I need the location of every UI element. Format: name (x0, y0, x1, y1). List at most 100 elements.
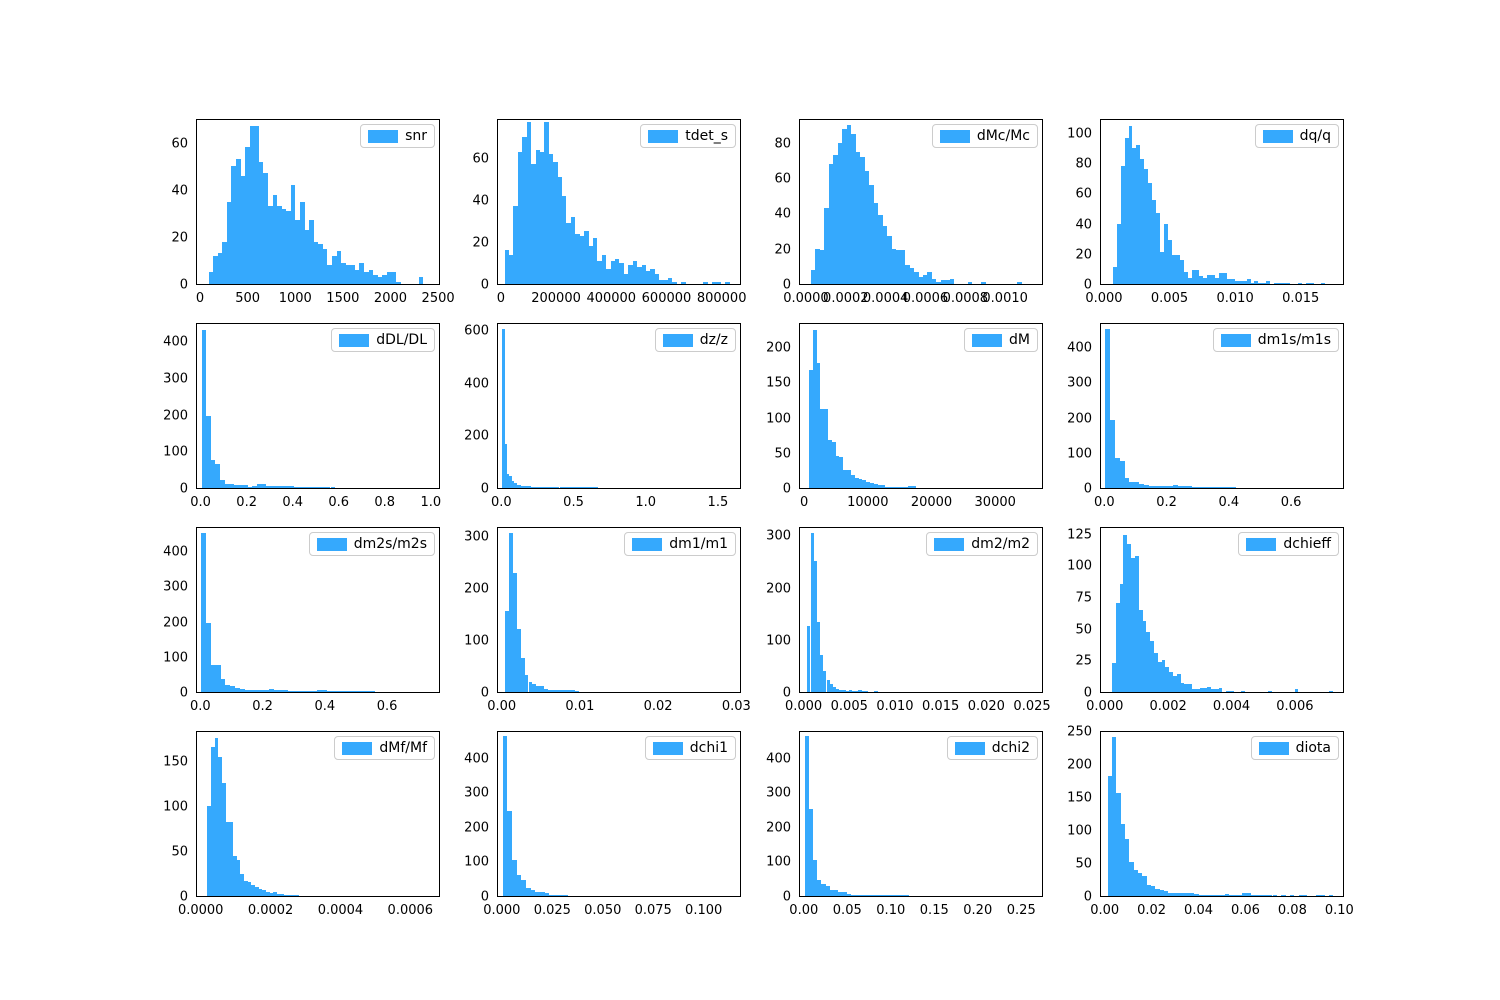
y-axis-tick (497, 760, 498, 761)
histogram-bar (321, 690, 327, 692)
y-axis-tick-label: 75 (1075, 590, 1092, 606)
plot-area (799, 119, 1043, 285)
histogram-bar (566, 223, 571, 284)
histogram-bar (1150, 886, 1156, 896)
y-axis-tick (196, 417, 197, 418)
histogram-bar (1201, 487, 1207, 488)
histogram-bar (815, 248, 820, 284)
histogram-bar (927, 271, 932, 284)
histogram-bar (1150, 641, 1154, 692)
histogram-bar (833, 155, 838, 284)
y-axis-tick-label: 300 (464, 785, 489, 801)
y-axis-tick-label: 100 (1067, 823, 1092, 839)
histogram-bar (632, 260, 638, 284)
histogram-bar (571, 690, 576, 692)
legend: dq/q (1254, 124, 1339, 148)
histogram-bars (498, 528, 740, 692)
y-axis-tick-label: 0 (480, 481, 489, 497)
histogram-bar (514, 483, 517, 488)
histogram-bar (355, 691, 361, 692)
histogram-bar (1124, 478, 1130, 488)
histogram-bar (535, 487, 539, 488)
histogram-bars (800, 528, 1042, 692)
legend-label: tdet_s (685, 128, 728, 144)
histogram-bar (1132, 148, 1137, 284)
histogram-bar (509, 254, 514, 284)
histogram-bar (854, 894, 860, 896)
histogram-bar (1169, 671, 1173, 692)
histogram-bar (1179, 259, 1184, 284)
x-axis-tick-label: 0.015 (922, 699, 960, 714)
histogram-bar (816, 621, 821, 692)
histogram-bar (668, 277, 673, 284)
histogram-bar (521, 880, 527, 896)
histogram-bar (559, 487, 562, 488)
legend-color-swatch (632, 537, 663, 551)
histogram-bar (1226, 690, 1230, 692)
histogram-bar (278, 690, 284, 692)
histogram-bar (266, 485, 271, 488)
histogram-bar (1137, 872, 1143, 896)
legend-label: dm1/m1 (669, 536, 728, 552)
legend: dchieff (1238, 532, 1339, 556)
histogram-bar (364, 272, 369, 284)
x-axis-tick-label: 0.01 (565, 699, 595, 714)
histogram-bar (396, 281, 401, 284)
histogram-bar (327, 265, 333, 284)
y-axis-tick-label: 100 (163, 444, 188, 460)
histogram-bar (904, 895, 910, 896)
legend: dm2s/m2s (308, 532, 435, 556)
histogram-bar (1328, 690, 1333, 692)
histogram-bar (829, 889, 834, 896)
histogram-bar (290, 185, 296, 284)
y-axis-tick-label: 300 (1067, 375, 1092, 391)
x-axis-tick-label: 0.4 (282, 495, 304, 510)
x-axis-tick-label: 0.0000 (783, 291, 829, 306)
y-axis-tick-label: 100 (163, 799, 188, 815)
histogram-bar (544, 122, 549, 284)
histogram-bars (1101, 528, 1343, 692)
histogram-bar (1229, 690, 1234, 692)
y-axis-tick-label: 0 (179, 685, 188, 701)
y-axis-tick (799, 760, 800, 761)
histogram-bar (1309, 282, 1314, 284)
histogram-bar (597, 260, 602, 284)
x-axis-tick-label: 0.10 (1324, 903, 1354, 918)
legend-color-swatch (342, 741, 373, 755)
x-axis-tick-label: 0.0 (190, 699, 211, 714)
legend-label: dM (1009, 332, 1030, 348)
histogram-bar (539, 151, 545, 284)
legend-color-swatch (1220, 333, 1251, 347)
histogram-bar (365, 691, 371, 692)
histogram-bars (498, 120, 740, 284)
histogram-bar (368, 269, 374, 284)
histogram-bar (1165, 666, 1170, 692)
histogram-bars (800, 732, 1042, 896)
histogram-bar (912, 485, 916, 488)
y-axis-tick-label: 300 (766, 785, 791, 801)
y-axis-tick (196, 380, 197, 381)
y-axis-tick (1100, 195, 1101, 196)
histogram-bar (545, 487, 548, 488)
histogram-bar (855, 151, 861, 284)
histogram-bar (360, 691, 366, 692)
histogram-bar (526, 888, 531, 896)
histogram-bar (1175, 255, 1180, 284)
histogram-bar (251, 885, 255, 896)
histogram-bar (1203, 895, 1208, 896)
histogram-bar (1207, 686, 1211, 692)
histogram-bar (1206, 487, 1212, 488)
x-axis-tick-label: 0.010 (1216, 291, 1254, 306)
histogram-bar (512, 859, 517, 896)
histogram-bar (516, 484, 519, 488)
histogram-bar (548, 153, 554, 284)
histogram-bar (293, 486, 299, 488)
histogram-bar (863, 894, 868, 896)
y-axis-tick-label: 200 (766, 581, 791, 597)
x-axis-tick-label: 0.2 (236, 495, 257, 510)
histogram-bar (513, 206, 518, 284)
y-axis-tick-label: 300 (163, 371, 188, 387)
y-axis-tick (799, 794, 800, 795)
